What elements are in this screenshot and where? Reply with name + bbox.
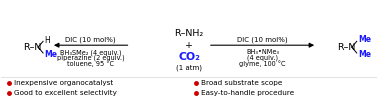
Text: glyme, 100 °C: glyme, 100 °C (239, 61, 286, 68)
Text: BH₃SMe₂ (4 equiv.): BH₃SMe₂ (4 equiv.) (60, 49, 121, 56)
Text: Inexpensive organocatalyst: Inexpensive organocatalyst (14, 80, 113, 86)
Text: Broad substrate scope: Broad substrate scope (201, 80, 282, 86)
Text: R–N: R–N (337, 43, 355, 52)
Text: Good to excellent selectivity: Good to excellent selectivity (14, 90, 117, 96)
Text: (4 equiv.): (4 equiv.) (247, 55, 278, 61)
Text: CO₂: CO₂ (178, 52, 200, 62)
Text: piperazine (2 equiv.): piperazine (2 equiv.) (57, 55, 124, 61)
Text: BH₃•NMe₃: BH₃•NMe₃ (246, 49, 279, 55)
Text: R–N: R–N (23, 43, 42, 52)
Text: DIC (10 mol%): DIC (10 mol%) (65, 37, 116, 43)
Text: DIC (10 mol%): DIC (10 mol%) (237, 37, 288, 43)
Text: Me: Me (358, 50, 371, 59)
Text: Easy-to-handle procedure: Easy-to-handle procedure (201, 90, 294, 96)
Text: H: H (44, 36, 50, 45)
Text: +: + (185, 41, 193, 50)
Text: R–NH₂: R–NH₂ (174, 29, 204, 38)
Text: toluene, 95 °C: toluene, 95 °C (67, 61, 114, 68)
Text: (1 atm): (1 atm) (176, 64, 202, 71)
Text: Me: Me (358, 35, 371, 44)
Text: Me: Me (44, 50, 57, 59)
